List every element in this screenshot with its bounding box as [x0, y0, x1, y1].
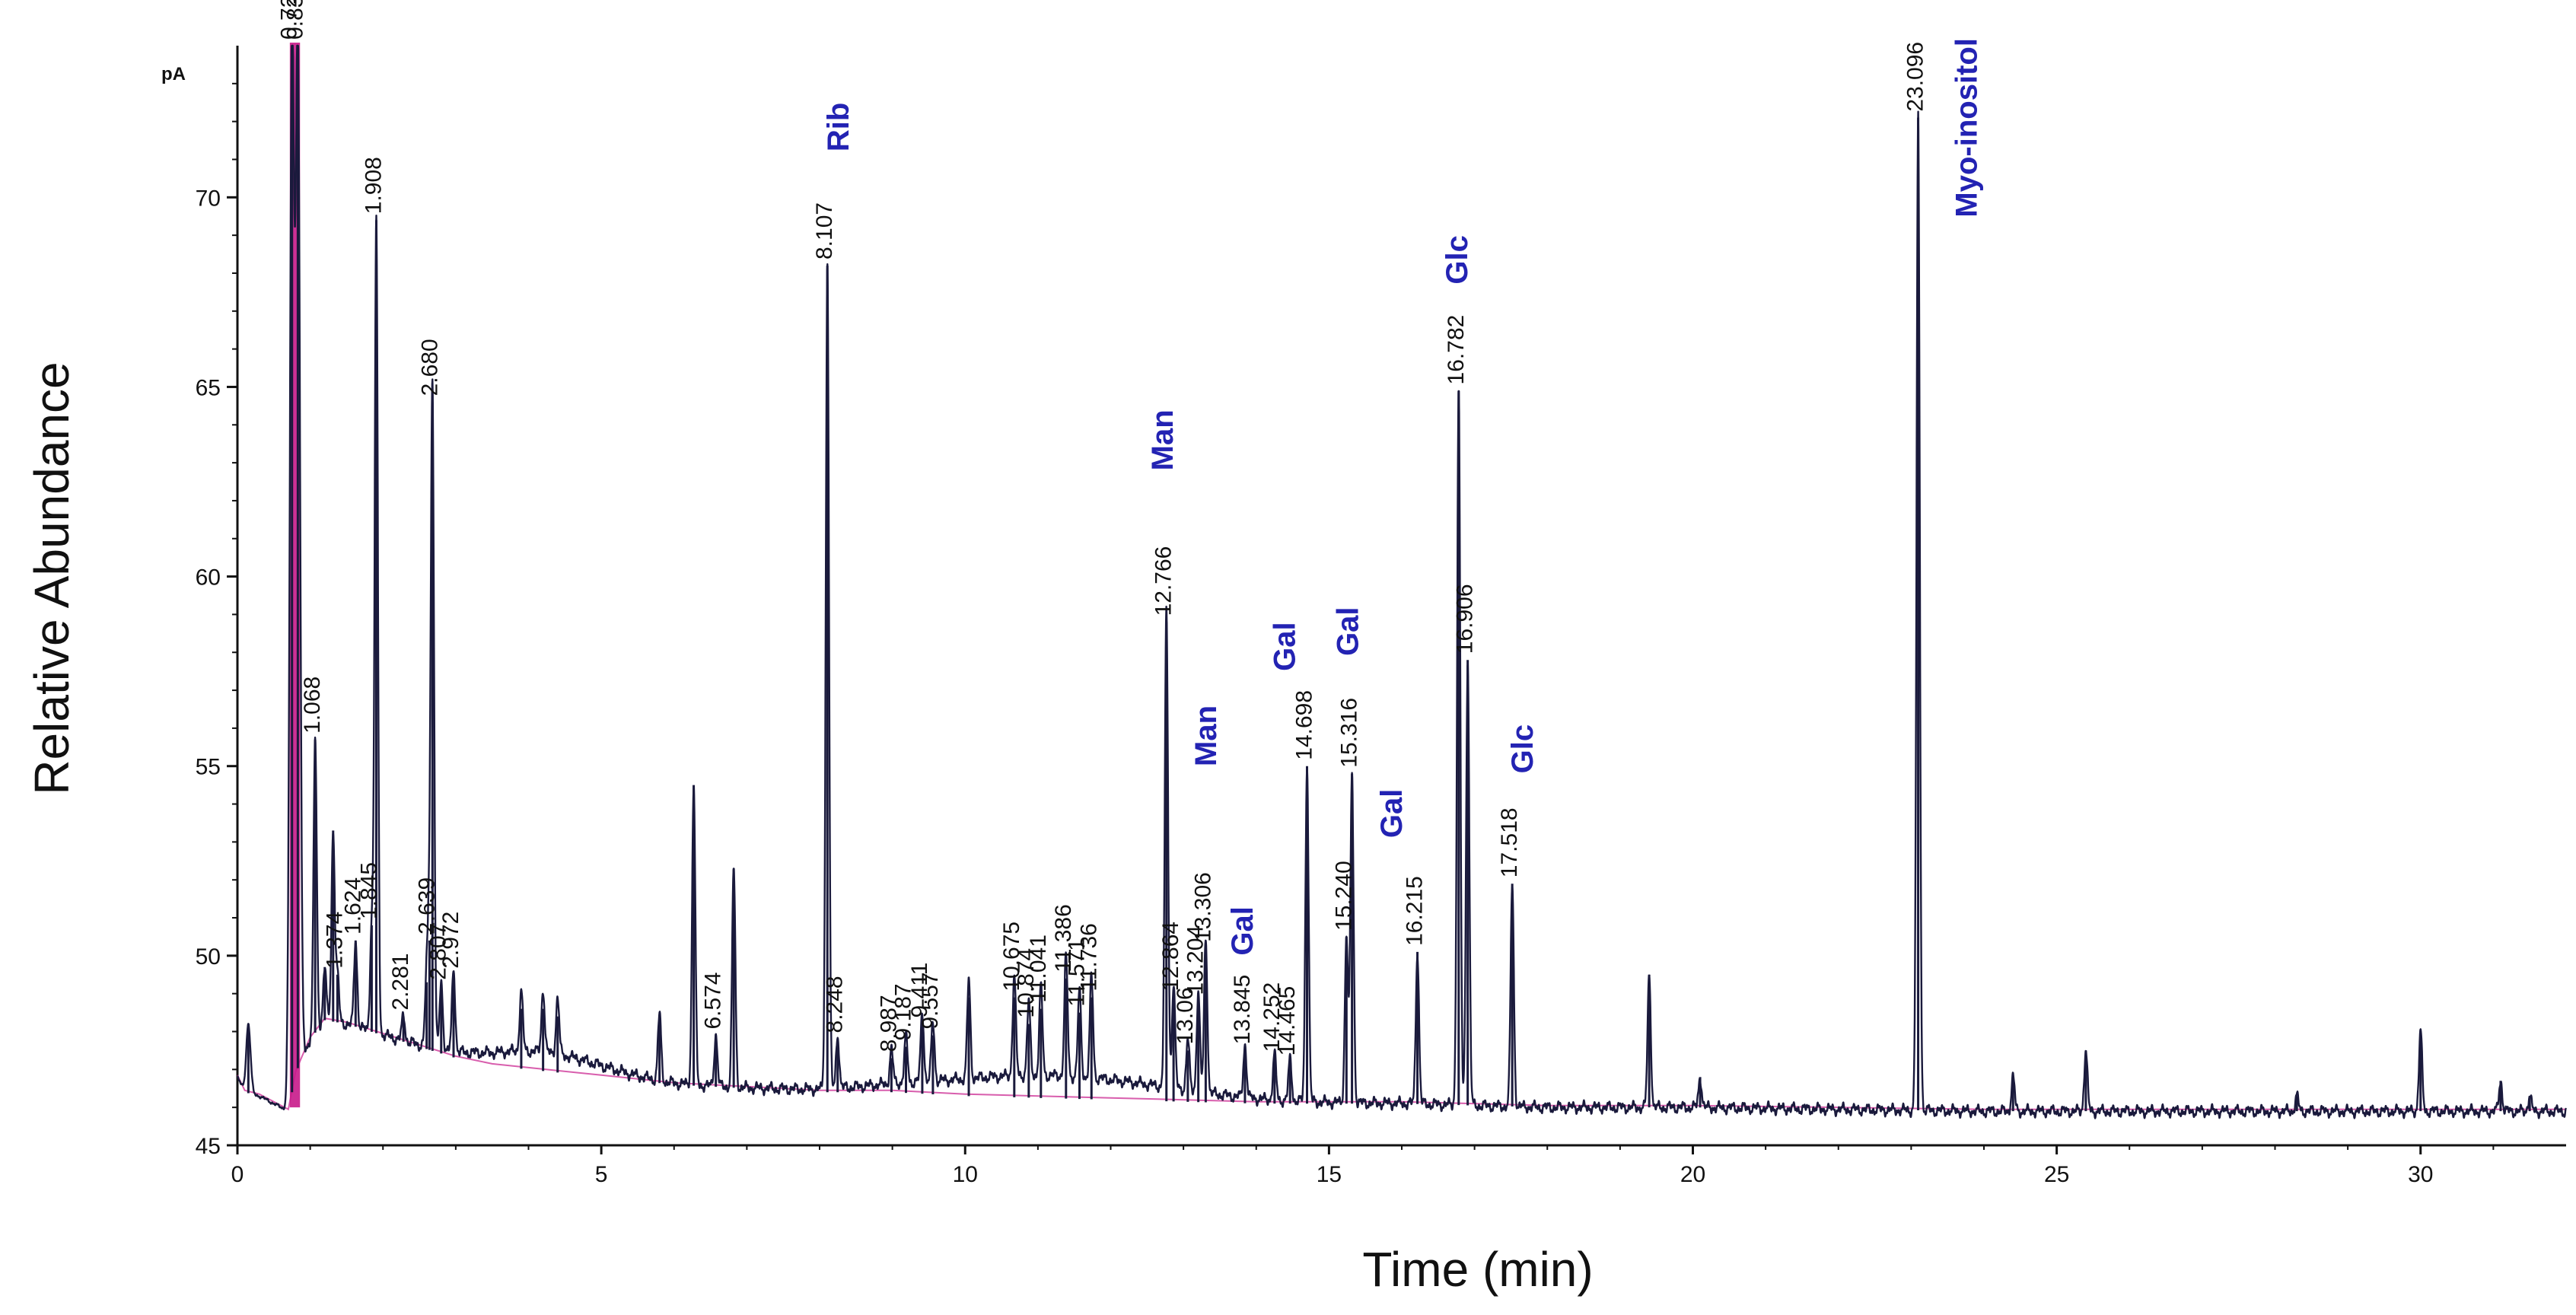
x-tick-label: 30 [2408, 1162, 2433, 1187]
peak-label: 11.571 [1064, 938, 1089, 1007]
peak-label: 2.972 [438, 912, 463, 969]
peak-label: 2.639 [414, 877, 439, 935]
y-unit-label: pA [161, 64, 186, 84]
compound-annotation: Gal [1226, 906, 1259, 955]
peak-label: 23.096 [1903, 42, 1928, 112]
peak-label: 8.987 [876, 995, 901, 1052]
compound-annotation: Myo-inositol [1950, 38, 1983, 218]
compound-annotation: Rib [822, 103, 855, 151]
peak-label: 8.248 [823, 976, 848, 1033]
peak-label: 10.874 [1014, 948, 1039, 1018]
y-axis-title: Relative Abundance [24, 361, 79, 794]
peak-label: 1.624 [340, 877, 365, 935]
y-tick-label: 65 [196, 375, 221, 400]
peak-label: 12.766 [1151, 546, 1177, 616]
peak-label: 16.906 [1453, 584, 1478, 654]
peak-label: 11.386 [1051, 904, 1076, 973]
peak-label: 13.06 [1173, 987, 1198, 1044]
peak-label: 11.736 [1076, 923, 1101, 992]
plot-area [237, 43, 2567, 1119]
peak-label: 2.281 [388, 954, 413, 1011]
peak-label: 13.204 [1183, 925, 1208, 995]
peak-label: 2.680 [417, 339, 442, 396]
peak-label: 1.845 [356, 862, 381, 919]
peak-label: 14.698 [1291, 690, 1317, 760]
x-tick-label: 5 [595, 1162, 608, 1187]
x-tick-label: 15 [1317, 1162, 1342, 1187]
signal-trace [237, 44, 2567, 1119]
compound-annotation: Man [1189, 705, 1223, 766]
peak-label: 0.830 [282, 0, 307, 40]
peak-label: 6.574 [701, 972, 726, 1029]
integration-baseline [237, 1017, 2566, 1111]
peak-label: 1.374 [322, 912, 347, 969]
peak-label: 17.518 [1497, 807, 1522, 877]
y-tick-label: 45 [196, 1134, 221, 1159]
peak-label: 8.107 [812, 202, 837, 259]
compound-annotation: Man [1146, 409, 1180, 470]
x-tick-label: 25 [2044, 1162, 2069, 1187]
compound-annotation: Gal [1332, 607, 1365, 655]
peak-label: 9.187 [891, 983, 916, 1040]
compound-annotations: Rib Man Man Gal Gal Gal Gal Glc Glc Myo-inositol [822, 38, 1983, 956]
peak-label: 0.720 [277, 0, 302, 40]
peak-label: 14.252 [1259, 982, 1285, 1052]
x-tick-label: 10 [953, 1162, 978, 1187]
peak-label: 14.465 [1275, 986, 1300, 1056]
y-tick-label: 60 [196, 565, 221, 591]
axes: 0 5 10 15 20 25 30 45 50 55 60 65 70 [196, 46, 2566, 1187]
peak-label: 15.240 [1331, 861, 1356, 931]
peak-label: 16.215 [1403, 876, 1428, 946]
peak-label: 10.675 [999, 922, 1024, 992]
compound-annotation: Glc [1441, 235, 1474, 284]
peak-label: 12.864 [1158, 922, 1183, 992]
compound-annotation: Gal [1268, 622, 1301, 670]
peak-label: 11.041 [1026, 935, 1051, 1003]
y-tick-label: 55 [196, 755, 221, 780]
x-axis-title: Time (min) [1362, 1242, 1593, 1297]
peak-label: 15.316 [1337, 698, 1362, 768]
peak-label: 9.557 [918, 972, 943, 1029]
y-tick-label: 70 [196, 186, 221, 211]
x-tick-label: 20 [1680, 1162, 1705, 1187]
x-tick-label: 0 [231, 1162, 244, 1187]
compound-annotation: Gal [1375, 789, 1409, 838]
peak-label: 1.068 [300, 677, 325, 734]
peak-label: 2.807 [426, 923, 451, 980]
peak-label: 13.306 [1190, 872, 1215, 942]
peak-label: 1.908 [361, 157, 386, 214]
peak-label: 13.845 [1230, 975, 1255, 1045]
peak-label: 16.782 [1444, 315, 1469, 385]
peak-label: 9.411 [907, 963, 932, 1018]
y-tick-label: 50 [196, 944, 221, 970]
compound-annotation: Glc [1506, 724, 1540, 773]
